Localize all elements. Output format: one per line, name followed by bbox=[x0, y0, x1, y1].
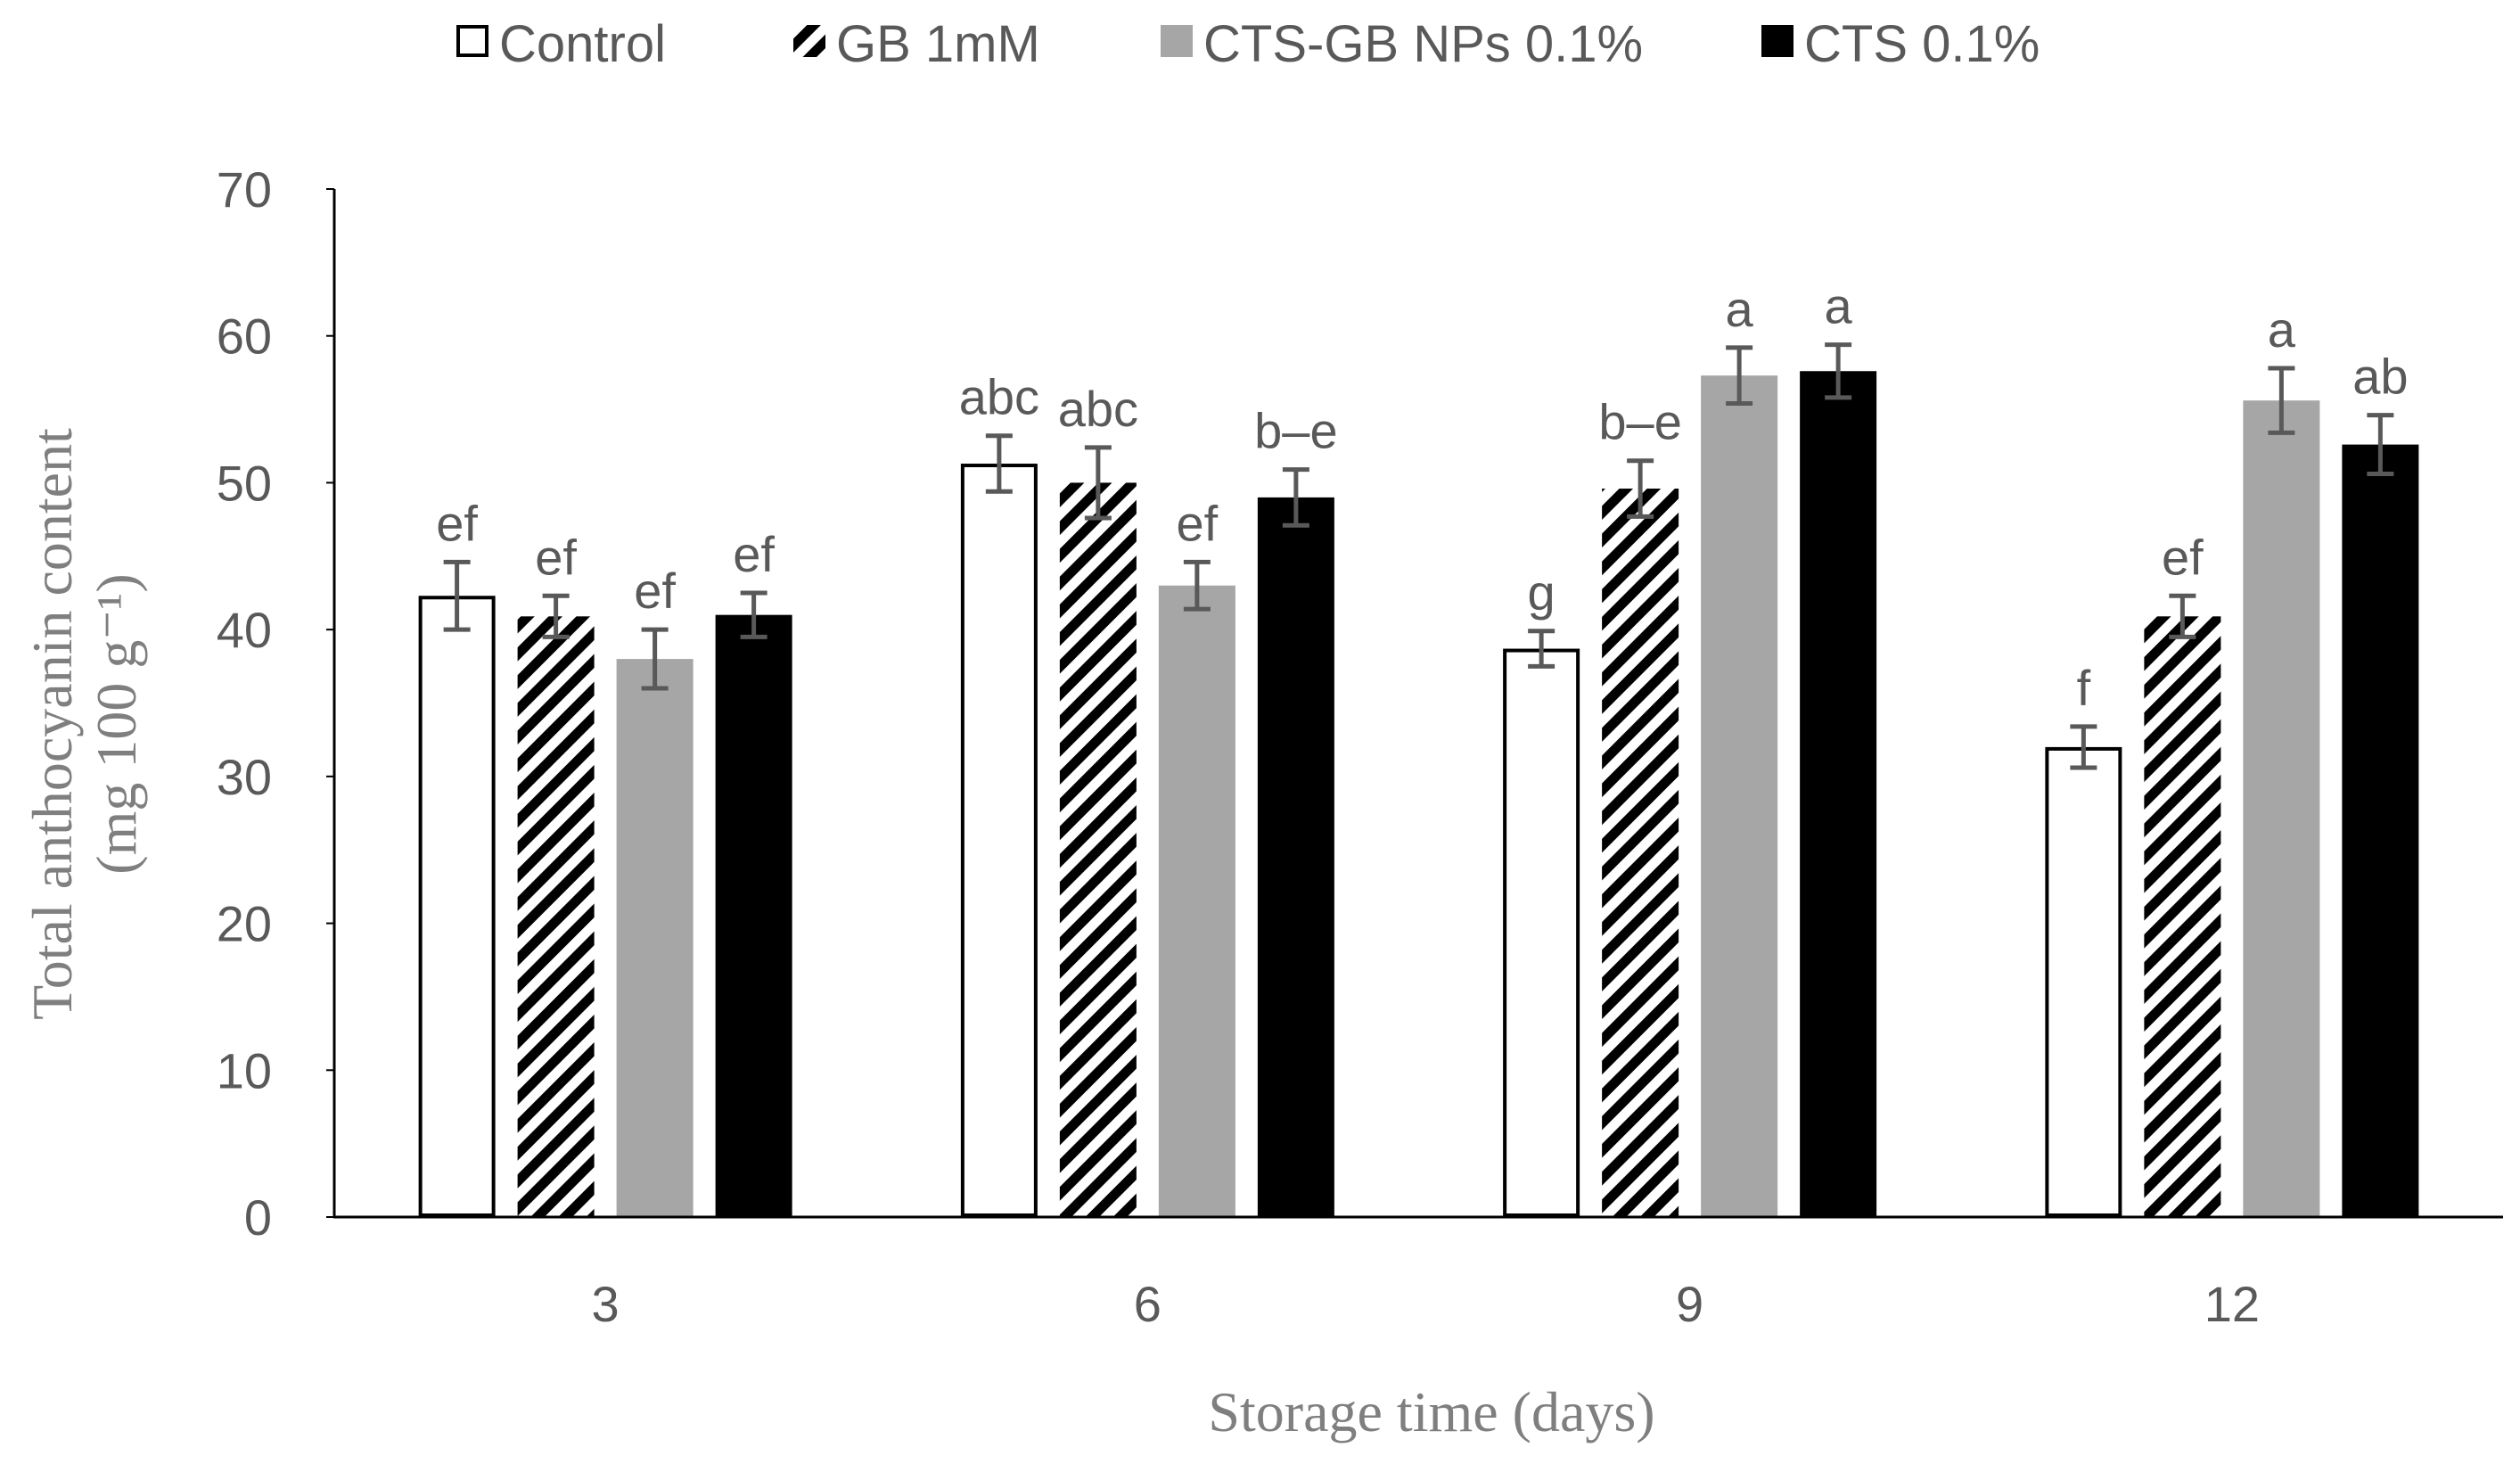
significance-label: b–e bbox=[1254, 403, 1337, 459]
significance-label: b–e bbox=[1598, 394, 1681, 450]
legend-label: CTS 0.1% bbox=[1804, 15, 2040, 73]
bar-control-day-9 bbox=[1503, 648, 1580, 1217]
significance-label: ef bbox=[535, 529, 577, 585]
significance-label: ef bbox=[436, 495, 478, 551]
significance-label: f bbox=[2077, 660, 2091, 716]
y-axis-title-line2: (mg 100 g⁻¹) bbox=[85, 573, 148, 874]
significance-label: a bbox=[1726, 281, 1754, 337]
legend: Control GB 1mM CTS-GB NPs 0.1% CTS 0.1% bbox=[456, 15, 2040, 73]
x-axis: 3 6 9 12 bbox=[592, 1276, 2260, 1332]
bar-cts-0-1--day-9 bbox=[1800, 371, 1877, 1217]
bar-control-day-6 bbox=[960, 464, 1038, 1217]
bars bbox=[418, 371, 2419, 1217]
y-tick-label: 40 bbox=[217, 602, 272, 658]
bar-cts-gb-nps-0-1--day-3 bbox=[616, 659, 694, 1217]
x-tick-label: 6 bbox=[1134, 1276, 1161, 1332]
y-tick-label: 60 bbox=[217, 308, 272, 365]
error-bars bbox=[443, 342, 2394, 770]
bar-cts-gb-nps-0-1--day-12 bbox=[2243, 400, 2320, 1217]
legend-swatch bbox=[456, 25, 488, 57]
bar-control-day-3 bbox=[418, 596, 496, 1217]
significance-label: ef bbox=[733, 526, 775, 582]
legend-label: GB 1mM bbox=[836, 15, 1040, 73]
significance-label: ef bbox=[634, 563, 676, 619]
legend-swatch bbox=[793, 25, 825, 57]
significance-label: a bbox=[1825, 278, 1853, 334]
significance-label: g bbox=[1528, 564, 1556, 621]
significance-label: ef bbox=[2162, 529, 2204, 585]
bar-gb-1mm-day-12 bbox=[2144, 616, 2221, 1217]
y-tick-label: 70 bbox=[217, 161, 272, 218]
significance-label: abc bbox=[959, 369, 1039, 425]
bar-cts-gb-nps-0-1--day-9 bbox=[1701, 375, 1778, 1217]
significance-label: ab bbox=[2352, 349, 2408, 405]
x-tick-label: 12 bbox=[2204, 1276, 2260, 1332]
x-tick-label: 3 bbox=[592, 1276, 620, 1332]
y-axis: 0 10 20 30 40 50 60 70 bbox=[217, 161, 334, 1246]
bar-control-day-12 bbox=[2045, 746, 2122, 1217]
y-axis-title-line1: Total anthocyanin content bbox=[21, 428, 84, 1020]
legend-label: CTS-GB NPs 0.1% bbox=[1203, 15, 1643, 73]
bar-gb-1mm-day-9 bbox=[1602, 489, 1679, 1217]
y-tick-label: 0 bbox=[244, 1189, 272, 1246]
y-tick-label: 20 bbox=[217, 896, 272, 952]
significance-label: abc bbox=[1058, 381, 1138, 437]
y-tick-label: 50 bbox=[217, 455, 272, 511]
bar-gb-1mm-day-3 bbox=[517, 616, 595, 1217]
legend-swatch bbox=[1761, 25, 1794, 57]
significance-label: ef bbox=[1177, 495, 1219, 551]
bar-cts-0-1--day-6 bbox=[1257, 497, 1334, 1217]
y-tick-label: 30 bbox=[217, 749, 272, 805]
bar-cts-gb-nps-0-1--day-6 bbox=[1158, 585, 1235, 1217]
y-axis-title: Total anthocyanin content (mg 100 g⁻¹) bbox=[21, 428, 148, 1020]
x-tick-label: 9 bbox=[1676, 1276, 1703, 1332]
bar-cts-0-1--day-12 bbox=[2342, 444, 2419, 1217]
x-axis-title: Storage time (days) bbox=[1208, 1380, 1654, 1443]
legend-swatch bbox=[1161, 25, 1193, 57]
bar-gb-1mm-day-6 bbox=[1059, 482, 1137, 1217]
bar-cts-0-1--day-3 bbox=[715, 614, 792, 1217]
y-tick-label: 10 bbox=[217, 1042, 272, 1098]
significance-label: a bbox=[2268, 301, 2296, 358]
legend-label: Control bbox=[499, 15, 666, 73]
